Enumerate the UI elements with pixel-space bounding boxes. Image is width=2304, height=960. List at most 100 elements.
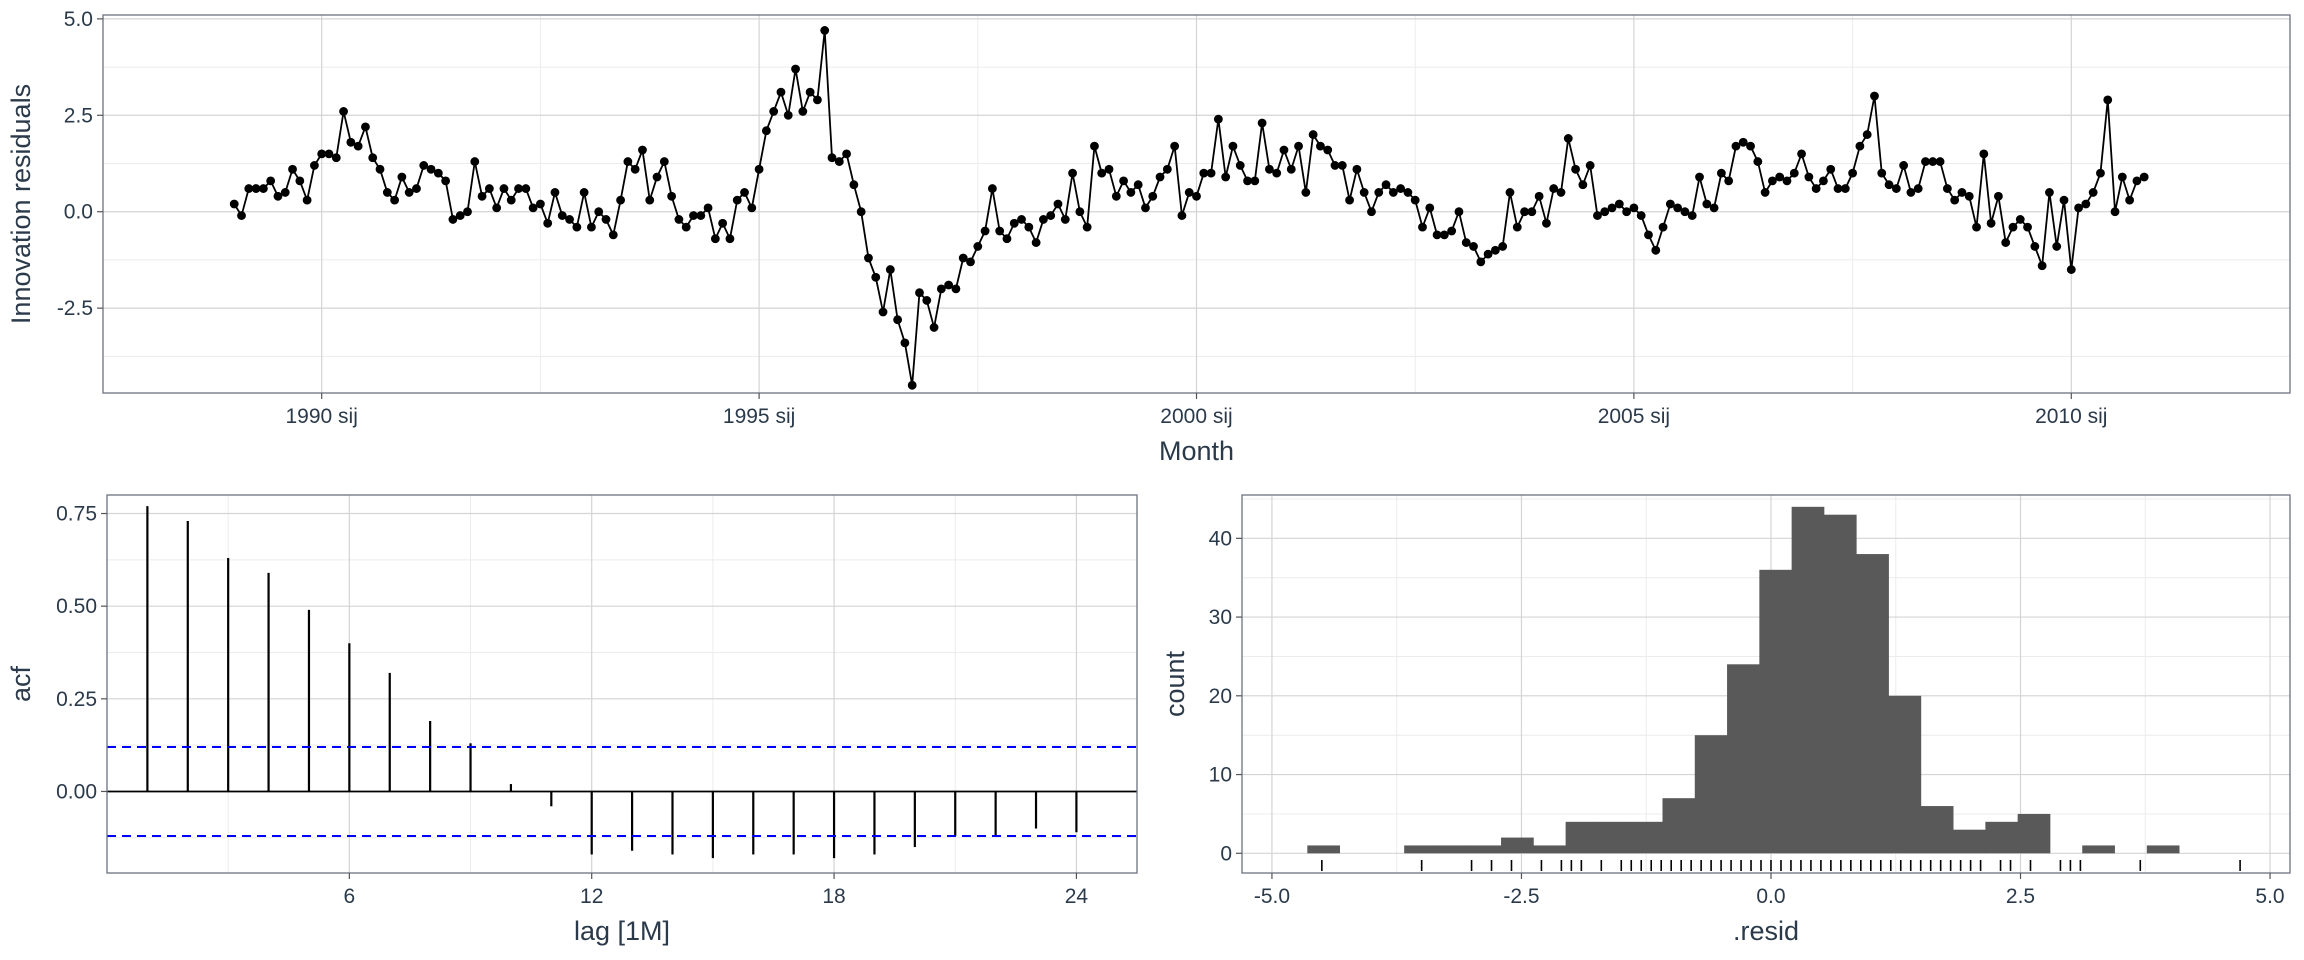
histogram-bar (2082, 845, 2115, 854)
residual-point (1272, 168, 1282, 178)
residual-point (725, 234, 735, 244)
residual-point (1789, 168, 1799, 178)
residual-point (1753, 157, 1763, 166)
residual-point (776, 87, 786, 97)
residual-point (521, 184, 531, 193)
y-tick-label: 5.0 (64, 8, 93, 31)
residual-point (331, 153, 341, 163)
residual-point (499, 184, 509, 193)
residual-point (1782, 176, 1792, 186)
x-axis-title: Month (1159, 436, 1234, 466)
histogram-bar (2017, 813, 2051, 854)
residual-point (543, 218, 553, 228)
y-axis-title: count (1160, 650, 1190, 717)
residual-point (1855, 141, 1865, 151)
residual-point (1687, 211, 1697, 220)
residual-point (754, 164, 764, 174)
residual-point (1031, 238, 1041, 247)
residual-point (1213, 114, 1223, 124)
x-tick-label: 0.0 (1756, 885, 1785, 908)
residual-point (353, 141, 363, 151)
residual-point (623, 157, 633, 166)
residual-point (1141, 203, 1150, 213)
residual-point (608, 230, 618, 240)
residual-point (1410, 195, 1420, 205)
residual-point (1505, 188, 1515, 197)
residual-point (1746, 141, 1755, 151)
residual-point (1148, 191, 1158, 201)
residual-point (266, 176, 276, 186)
x-tick-label: 5.0 (2255, 885, 2284, 908)
residual-point (477, 191, 487, 201)
residual-point (1323, 145, 1333, 155)
innovation-residuals-panel: 1990 sij 1995 sij 2000 sij 2005 sij 2010 sij… (6, 8, 2291, 466)
residual-point (346, 137, 356, 147)
residual-point (1716, 168, 1726, 178)
residual-point (426, 164, 436, 174)
residual-point (659, 157, 669, 166)
histogram-bar (1985, 821, 2019, 854)
residual-point (1235, 161, 1245, 170)
residual-point (1046, 211, 1056, 220)
x-tick-label: 2.5 (2006, 885, 2035, 908)
residual-point (244, 184, 254, 193)
residual-point (652, 172, 662, 182)
histogram-bar (1662, 798, 1696, 854)
histogram-bar (2146, 845, 2180, 854)
residual-point (550, 188, 560, 197)
residual-point (1913, 184, 1923, 193)
residual-point (302, 195, 312, 205)
residual-point (484, 184, 494, 193)
residual-point (1396, 184, 1406, 193)
residual-point (1367, 207, 1376, 217)
residual-point (2110, 207, 2120, 217)
residual-point (1221, 172, 1231, 182)
residual-point (1563, 134, 1573, 143)
residual-point (696, 211, 706, 220)
residual-point (1206, 168, 1216, 178)
x-tick-label: 24 (1065, 885, 1089, 908)
residual-point (1381, 180, 1391, 190)
residual-point (951, 284, 961, 294)
residual-point (1702, 199, 1712, 209)
residual-point (1964, 191, 1974, 201)
residual-point (1804, 172, 1814, 182)
residual-point (1614, 199, 1624, 209)
residual-point (1388, 188, 1398, 197)
residual-point (1308, 130, 1318, 139)
residual-point (448, 215, 458, 224)
residual-point (280, 188, 290, 197)
residual-point (528, 203, 538, 213)
residual-point (2096, 168, 2105, 178)
histogram-bar (1501, 837, 1534, 854)
residual-point (1469, 242, 1478, 251)
residual-point (382, 188, 392, 197)
residual-point (638, 145, 647, 155)
residual-point (1090, 141, 1099, 151)
residual-point (1665, 199, 1675, 209)
residual-point (390, 195, 399, 205)
residual-point (1921, 157, 1930, 166)
residual-point (1257, 118, 1267, 128)
residual-point (1957, 188, 1967, 197)
residual-point (1024, 222, 1034, 232)
x-tick-label: -2.5 (1503, 885, 1539, 908)
residual-point (2132, 176, 2142, 186)
histogram-bar (1856, 554, 1889, 854)
y-tick-label: 20 (1209, 685, 1232, 708)
residual-point (1891, 184, 1901, 193)
residual-point (288, 164, 297, 174)
residual-point (433, 168, 443, 178)
residual-point (1228, 141, 1238, 151)
residual-point (455, 211, 465, 220)
residual-point (703, 203, 713, 213)
histogram-bar (1307, 845, 1341, 854)
residual-point (601, 215, 611, 224)
residual-point (1403, 188, 1413, 197)
residual-point (1250, 176, 1260, 186)
residual-point (412, 184, 421, 193)
residual-point (885, 265, 895, 274)
residual-point (1556, 188, 1566, 197)
residual-point (2139, 172, 2149, 182)
